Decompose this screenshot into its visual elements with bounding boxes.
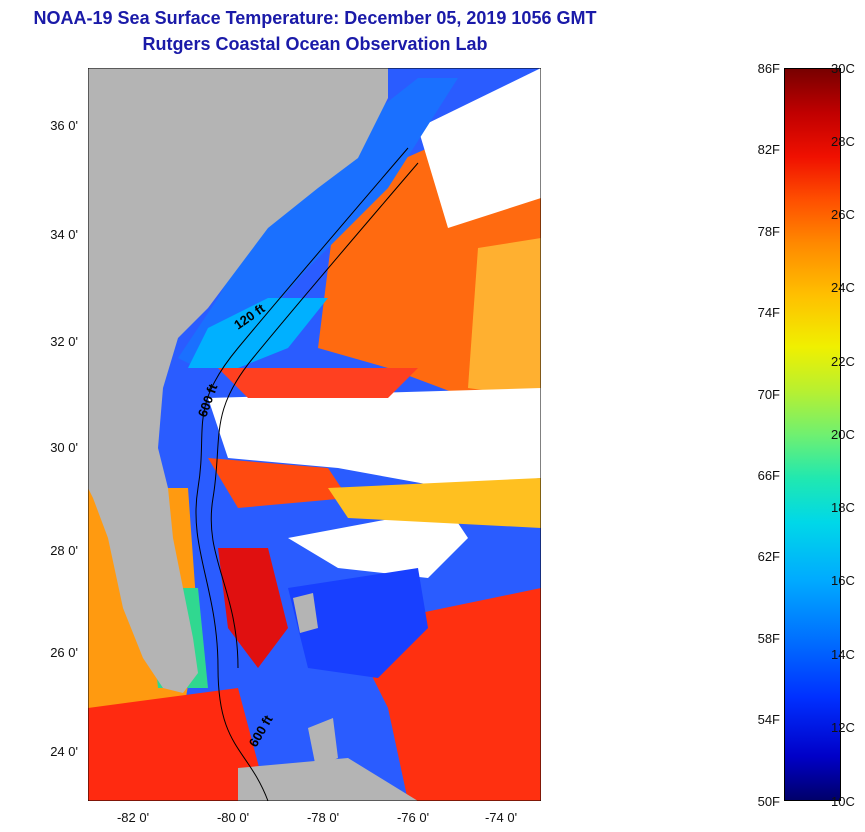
temperature-colorbar: [784, 68, 841, 801]
fahrenheit-label: 86F: [757, 61, 780, 76]
celsius-label: 18C: [831, 500, 855, 515]
fahrenheit-label: 78F: [757, 224, 780, 239]
map-title: NOAA-19 Sea Surface Temperature: Decembe…: [33, 8, 597, 28]
celsius-label: 16C: [831, 573, 855, 588]
celsius-label: 26C: [831, 207, 855, 222]
fahrenheit-label: 54F: [757, 712, 780, 727]
lat-label: 24 0': [50, 744, 78, 759]
land-mass: [88, 68, 388, 693]
celsius-label: 22C: [831, 354, 855, 369]
celsius-label: 10C: [831, 794, 855, 809]
fahrenheit-label: 74F: [757, 305, 780, 320]
fahrenheit-label: 58F: [757, 631, 780, 646]
lat-label: 32 0': [50, 334, 78, 349]
lat-label: 36 0': [50, 118, 78, 133]
lon-label: -78 0': [306, 810, 340, 825]
lon-label: -76 0': [396, 810, 430, 825]
celsius-label: 24C: [831, 280, 855, 295]
fahrenheit-label: 82F: [757, 142, 780, 157]
lon-label: -74 0': [484, 810, 518, 825]
fahrenheit-label: 50F: [757, 794, 780, 809]
fahrenheit-label: 62F: [757, 549, 780, 564]
lon-label: -80 0': [216, 810, 250, 825]
lat-label: 34 0': [50, 227, 78, 242]
celsius-label: 14C: [831, 647, 855, 662]
map-subtitle: Rutgers Coastal Ocean Observation Lab: [142, 34, 488, 54]
lon-label: -82 0': [116, 810, 150, 825]
celsius-label: 12C: [831, 720, 855, 735]
lat-label: 26 0': [50, 645, 78, 660]
lat-label: 28 0': [50, 543, 78, 558]
celsius-label: 28C: [831, 134, 855, 149]
celsius-label: 30C: [831, 61, 855, 76]
fahrenheit-label: 70F: [757, 387, 780, 402]
fahrenheit-label: 66F: [757, 468, 780, 483]
lat-label: 30 0': [50, 440, 78, 455]
sst-map: 120 ft 600 ft 600 ft: [88, 68, 541, 801]
celsius-label: 20C: [831, 427, 855, 442]
